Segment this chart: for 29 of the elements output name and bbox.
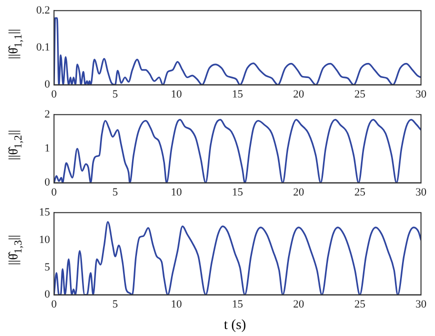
y-tick-label: 15 — [39, 206, 50, 218]
y-tick-label: 10 — [39, 234, 50, 246]
x-tick-label: 10 — [170, 186, 182, 198]
x-tick-label: 30 — [416, 298, 427, 310]
x-tick-label: 25 — [354, 88, 366, 100]
y-tick-label: 0 — [44, 78, 50, 91]
y-tick-label: 0.1 — [36, 42, 50, 54]
x-tick-label: 25 — [354, 186, 366, 198]
x-tick-label: 5 — [112, 88, 118, 100]
x-tick-label: 30 — [416, 186, 427, 198]
x-tick-label: 5 — [112, 186, 118, 198]
x-tick-label: 5 — [112, 298, 118, 310]
y-tick-label: 5 — [44, 261, 50, 274]
y-tick-label: 0 — [44, 176, 50, 189]
x-tick-label: 10 — [170, 298, 182, 310]
y-tick-label: 2 — [44, 108, 50, 120]
x-tick-label: 25 — [354, 298, 366, 310]
x-tick-label: 10 — [170, 88, 182, 100]
x-tick-label: 15 — [232, 186, 244, 198]
y-tick-label: 1 — [44, 142, 50, 155]
x-axis-title: t (s) — [222, 318, 248, 334]
x-tick-label: 15 — [232, 298, 244, 310]
x-tick-label: 20 — [293, 186, 305, 198]
y-tick-label: 0 — [44, 288, 50, 301]
x-tick-label: 20 — [293, 298, 305, 310]
x-tick-label: 15 — [232, 88, 244, 100]
y-tick-label: 0.2 — [36, 4, 50, 16]
x-tick-label: 20 — [293, 88, 305, 100]
x-tick-label: 30 — [416, 88, 427, 100]
